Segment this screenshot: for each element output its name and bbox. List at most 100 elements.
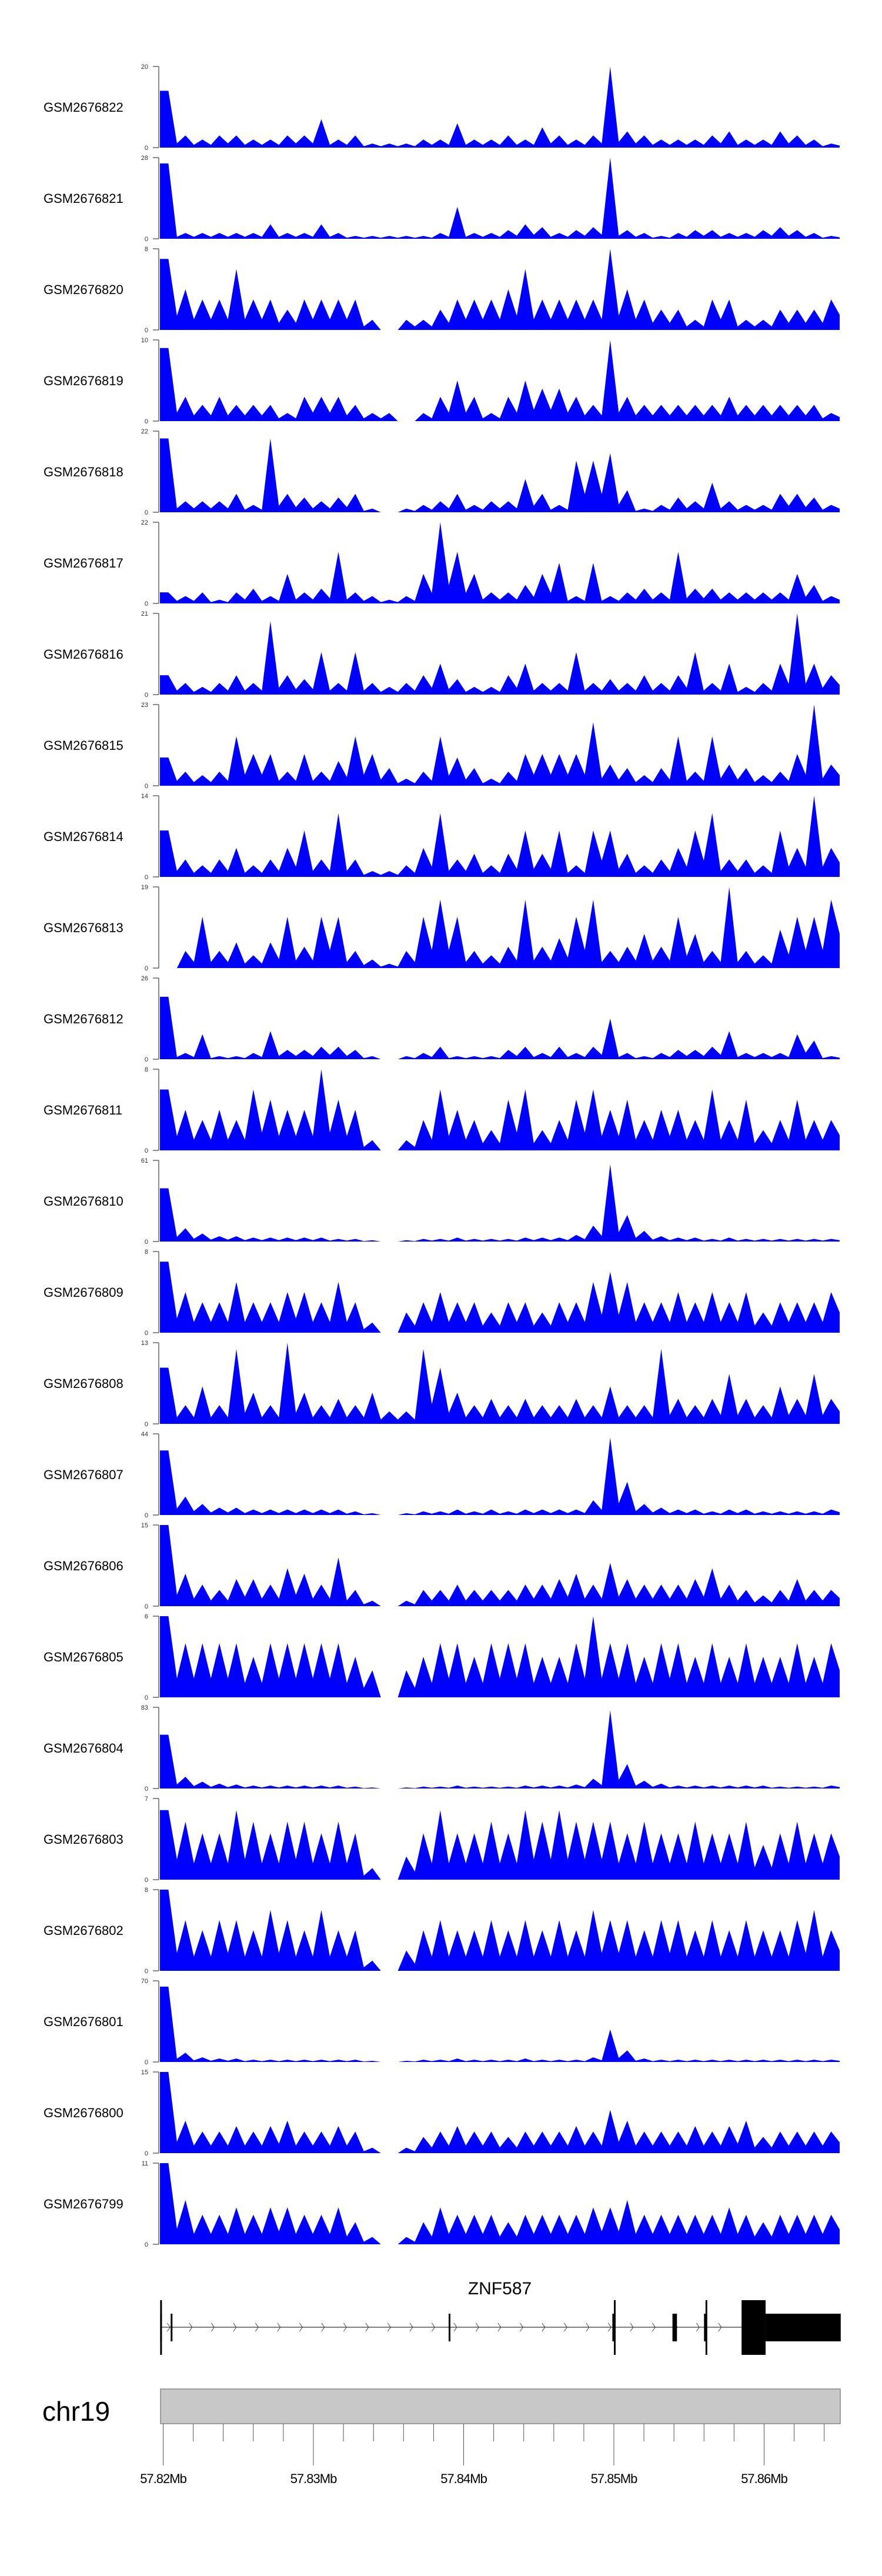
track-label: GSM2676807 [44, 1467, 123, 1482]
y-tick-label-zero: 0 [145, 145, 148, 152]
coverage-area-GSM2676816 [160, 613, 840, 695]
y-tick-label-max: 61 [141, 1157, 148, 1164]
strand-arrow-icon [431, 2323, 436, 2332]
y-tick-label-zero: 0 [145, 1512, 148, 1519]
coverage-area-GSM2676813 [160, 887, 840, 968]
track-label: GSM2676803 [44, 1832, 123, 1847]
y-tick-label-max: 23 [141, 702, 148, 709]
y-tick-label-zero: 0 [145, 2150, 148, 2157]
y-tick-label-max: 8 [145, 1887, 148, 1894]
coverage-area-GSM2676815 [160, 705, 840, 786]
y-tick-label-max: 26 [141, 975, 148, 982]
y-tick-label-zero: 0 [145, 1056, 148, 1063]
strand-arrow-icon [475, 2323, 480, 2332]
coverage-area-GSM2676807 [160, 1437, 840, 1515]
gene-name-label: ZNF587 [468, 2279, 532, 2298]
y-tick-label-zero: 0 [145, 509, 148, 516]
exon-utr [612, 2314, 614, 2341]
coverage-area-GSM2676809 [160, 1262, 840, 1333]
coverage-area-GSM2676811 [160, 1069, 840, 1150]
exon-coding [741, 2300, 766, 2355]
strand-arrow-icon [299, 2323, 303, 2332]
strand-arrow-icon [255, 2323, 259, 2332]
y-tick-label-zero: 0 [145, 2059, 148, 2066]
y-tick-label-max: 15 [141, 2069, 148, 2076]
y-tick-label-zero: 0 [145, 327, 148, 334]
y-tick-label-zero: 0 [145, 783, 148, 790]
coverage-area-GSM2676812 [160, 996, 840, 1059]
y-tick-label-max: 8 [145, 1249, 148, 1256]
y-tick-label-max: 22 [141, 428, 148, 435]
y-tick-label-max: 20 [141, 64, 148, 71]
y-tick-label-max: 10 [141, 337, 148, 344]
coverage-area-GSM2676808 [160, 1343, 840, 1424]
y-tick-label-zero: 0 [145, 1694, 148, 1701]
exon-utr [672, 2314, 677, 2341]
track-label: GSM2676802 [44, 1923, 123, 1938]
strand-arrow-icon [519, 2323, 524, 2332]
strand-arrow-icon [233, 2323, 237, 2332]
track-label: GSM2676821 [44, 191, 123, 206]
y-tick-label-max: 8 [145, 246, 148, 253]
strand-arrow-icon [409, 2323, 413, 2332]
coverage-area-GSM2676819 [160, 340, 840, 421]
track-label: GSM2676805 [44, 1650, 123, 1664]
track-label: GSM2676822 [44, 100, 123, 115]
coverage-area-GSM2676817 [160, 522, 840, 603]
track-label: GSM2676799 [44, 2197, 123, 2211]
coverage-area-GSM2676804 [160, 1710, 840, 1788]
exon-utr [766, 2314, 841, 2341]
exon-coding [614, 2300, 616, 2355]
exon-utr [160, 2314, 162, 2341]
y-tick-label-max: 70 [141, 1978, 148, 1985]
y-tick-label-zero: 0 [145, 236, 148, 243]
x-tick-label: 57.84Mb [440, 2471, 487, 2486]
x-tick-label: 57.83Mb [290, 2471, 337, 2486]
strand-arrow-icon [586, 2323, 590, 2332]
coverage-area-GSM2676822 [160, 66, 840, 148]
y-tick-label-max: 8 [145, 1066, 148, 1073]
strand-arrow-icon [365, 2323, 369, 2332]
track-label: GSM2676804 [44, 1741, 123, 1756]
y-tick-label-max: 28 [141, 155, 148, 162]
x-tick-label: 57.82Mb [140, 2471, 186, 2486]
y-tick-label-zero: 0 [145, 692, 148, 699]
coverage-area-GSM2676802 [160, 1890, 840, 1971]
strand-arrow-icon [211, 2323, 215, 2332]
y-tick-label-max: 21 [141, 610, 148, 618]
coverage-area-GSM2676801 [160, 1986, 840, 2062]
y-tick-label-max: 6 [145, 1613, 148, 1620]
y-tick-label-max: 14 [141, 793, 148, 800]
exon-utr [704, 2314, 706, 2341]
track-label: GSM2676809 [44, 1285, 123, 1300]
track-label: GSM2676816 [44, 647, 123, 662]
y-tick-label-zero: 0 [145, 1147, 148, 1154]
coverage-area-GSM2676814 [160, 796, 840, 877]
strand-arrow-icon [718, 2323, 722, 2332]
track-label: GSM2676818 [44, 465, 123, 479]
y-tick-label-zero: 0 [145, 600, 148, 608]
strand-arrow-icon [321, 2323, 325, 2332]
track-label: GSM2676808 [44, 1376, 123, 1391]
y-tick-label-zero: 0 [145, 1786, 148, 1793]
coverage-area-GSM2676806 [160, 1525, 840, 1606]
y-tick-label-zero: 0 [145, 1877, 148, 1884]
y-tick-label-zero: 0 [145, 2241, 148, 2248]
coverage-area-GSM2676799 [160, 2163, 840, 2244]
y-tick-label-max: 22 [141, 519, 148, 526]
coverage-area-GSM2676803 [160, 1810, 840, 1880]
y-tick-label-zero: 0 [145, 1330, 148, 1337]
strand-arrow-icon [607, 2323, 612, 2332]
exon-coding [705, 2300, 707, 2355]
y-tick-label-max: 44 [141, 1431, 148, 1438]
coverage-area-GSM2676820 [160, 249, 840, 330]
track-label: GSM2676800 [44, 2105, 123, 2120]
strand-arrow-icon [497, 2323, 502, 2332]
strand-arrow-icon [453, 2323, 457, 2332]
exon-utr [171, 2314, 173, 2341]
coverage-area-GSM2676821 [160, 158, 840, 239]
track-label: GSM2676811 [44, 1103, 122, 1117]
y-tick-label-max: 11 [142, 2160, 148, 2167]
strand-arrow-icon [189, 2323, 193, 2332]
